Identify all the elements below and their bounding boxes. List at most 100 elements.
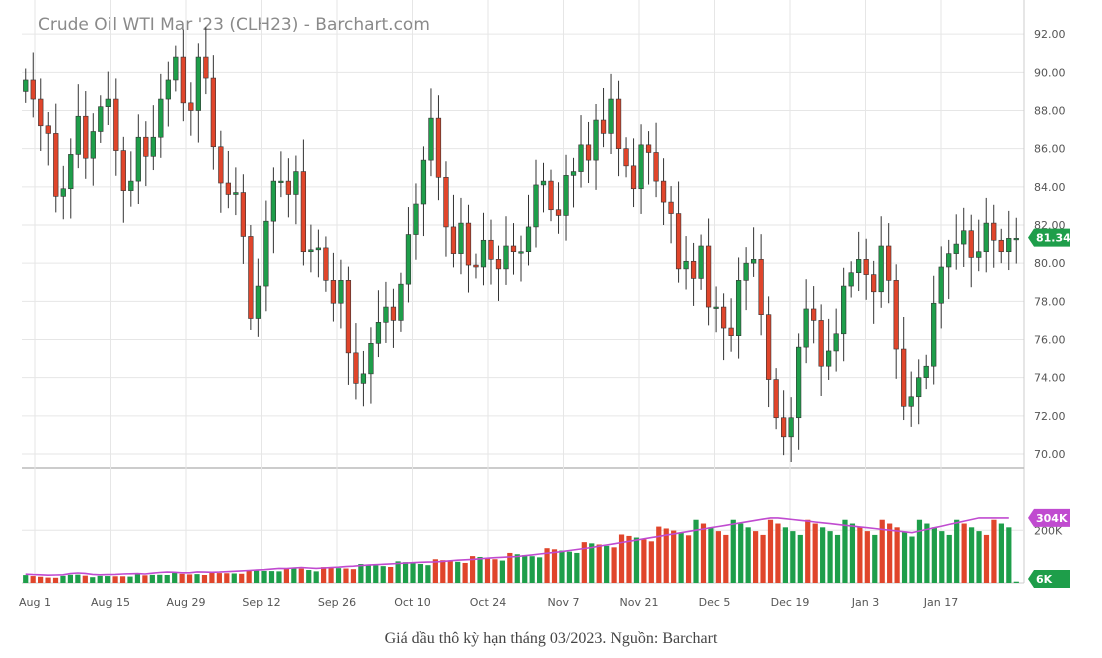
- candle-body: [758, 259, 764, 315]
- candle: [398, 272, 404, 332]
- candle: [405, 207, 412, 303]
- volume-bar: [767, 519, 774, 583]
- volume-bar: [268, 571, 275, 583]
- volume-bar: [253, 570, 260, 583]
- candle-body: [991, 222, 997, 241]
- candle: [45, 112, 51, 166]
- volume-bar: [350, 569, 357, 583]
- volume-bar: [201, 574, 208, 583]
- volume-bar: [179, 573, 185, 583]
- volume-bar: [343, 568, 349, 583]
- candle-body: [525, 226, 532, 253]
- axes: 94.0092.0090.0088.0086.0084.0082.0080.00…: [19, 0, 1065, 609]
- candle-body: [901, 348, 907, 407]
- candle-body: [83, 115, 89, 159]
- candle-body: [946, 253, 952, 268]
- volume-bar: [693, 519, 699, 583]
- candle-body: [833, 333, 839, 352]
- volume-bar: [239, 573, 245, 583]
- time-tick-label: Sep 12: [242, 596, 280, 609]
- volume-bar: [365, 564, 371, 583]
- volume-bar: [507, 552, 513, 583]
- last-price-badge: 81.34: [1028, 228, 1071, 247]
- candle-body: [908, 396, 914, 407]
- candle: [938, 246, 944, 329]
- candle-body: [1006, 238, 1012, 253]
- volume-bar: [142, 575, 148, 583]
- volume-bar: [581, 542, 587, 583]
- candle: [690, 242, 697, 306]
- candle: [893, 264, 899, 379]
- candle: [23, 68, 29, 103]
- candle: [165, 61, 171, 127]
- volume-bar: [231, 573, 237, 583]
- candle-body: [420, 159, 427, 205]
- candle: [623, 137, 629, 178]
- volume-bar: [805, 519, 811, 583]
- candle-body: [195, 56, 201, 111]
- volume-bar: [604, 545, 610, 583]
- candle-body: [503, 245, 509, 270]
- volume-bar: [537, 557, 543, 583]
- candle-body: [630, 165, 637, 190]
- candle: [450, 194, 457, 268]
- candle-body: [660, 180, 667, 203]
- volume-bar: [887, 523, 893, 583]
- candle: [600, 87, 607, 148]
- current-volume-badge-shape: [1028, 570, 1070, 588]
- volume-bar: [1013, 581, 1019, 583]
- volume-bar: [752, 531, 759, 583]
- candle: [53, 103, 59, 213]
- candle: [195, 43, 201, 143]
- candle-body: [555, 209, 562, 216]
- candle-body: [968, 230, 974, 258]
- volume-bar: [52, 577, 59, 583]
- candle: [841, 267, 847, 362]
- candle-body: [285, 180, 292, 195]
- time-tick-label: Dec 19: [771, 596, 810, 609]
- candle: [743, 247, 749, 311]
- volume-ma-badge-label: 304K: [1036, 512, 1068, 525]
- candle: [113, 78, 119, 176]
- volume-bar: [186, 574, 193, 583]
- volume-bar: [968, 527, 975, 583]
- volume-bar: [410, 563, 416, 583]
- time-tick-label: Aug 29: [167, 596, 206, 609]
- volume-bar: [551, 549, 558, 583]
- volume-bar: [909, 536, 915, 583]
- candle-body: [173, 56, 179, 81]
- volume-bar: [306, 570, 312, 583]
- time-tick-label: Aug 1: [19, 596, 51, 609]
- candle: [368, 327, 374, 404]
- candle: [503, 216, 509, 285]
- volume-bar: [484, 557, 491, 583]
- volume-bar: [589, 543, 595, 583]
- volume-bar: [574, 552, 580, 583]
- price-tick-label: 70.00: [1034, 448, 1066, 461]
- candle: [390, 288, 397, 348]
- candle-body: [796, 346, 802, 419]
- candle-body: [841, 285, 847, 335]
- candle-body: [233, 192, 239, 195]
- candle-body: [863, 259, 869, 275]
- volume-bar: [432, 559, 438, 583]
- candle: [698, 234, 704, 290]
- candle-body: [158, 98, 164, 138]
- candle: [871, 260, 877, 324]
- candle: [818, 304, 824, 396]
- volume-bar: [857, 527, 863, 583]
- volume-bars: [23, 517, 1019, 583]
- candle-body: [983, 222, 989, 253]
- candle-body: [360, 373, 367, 384]
- candle-body: [338, 280, 344, 304]
- volume-bar: [708, 527, 714, 583]
- volume-bar: [648, 541, 654, 583]
- candle: [338, 259, 344, 329]
- candle: [105, 71, 111, 126]
- candle-body: [68, 154, 74, 190]
- time-tick-label: Oct 24: [470, 596, 507, 609]
- candle: [991, 204, 997, 268]
- volume-bar: [373, 565, 379, 583]
- volume-bar: [82, 575, 88, 583]
- candle: [323, 236, 329, 292]
